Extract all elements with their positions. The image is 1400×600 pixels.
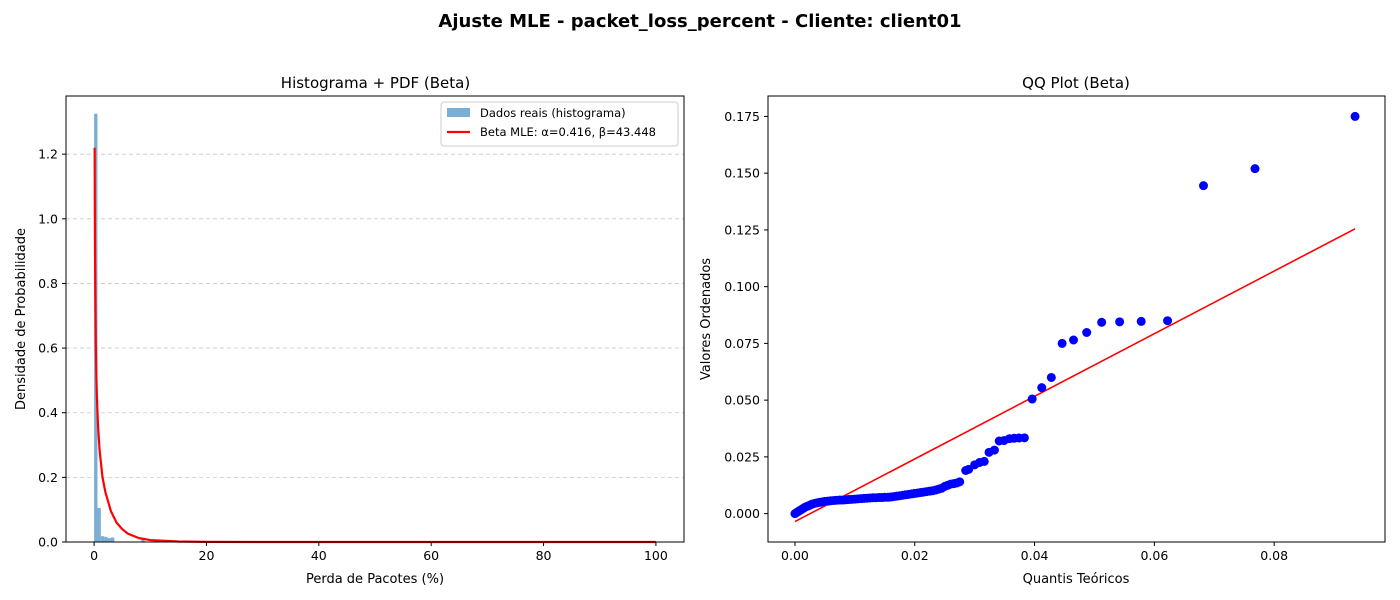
- qq-fit-line: [794, 228, 1356, 523]
- qq-point: [1136, 316, 1146, 326]
- histogram-x-tick-label: 100: [644, 548, 668, 563]
- qq-x-tick-label: 0.04: [1021, 548, 1049, 563]
- qq-y-tick-label: 0.050: [724, 393, 760, 408]
- qq-point: [1027, 394, 1037, 404]
- qq-x-ticks: 0.00 0.02 0.04 0.06 0.08: [781, 542, 1288, 563]
- qq-x-axis-label: Quantis Teóricos: [1023, 572, 1130, 587]
- qq-point: [1198, 181, 1208, 191]
- histogram-bar: [100, 536, 105, 542]
- histogram-x-tick-label: 80: [536, 548, 552, 563]
- qq-point: [1046, 372, 1056, 382]
- qq-point: [1057, 338, 1067, 348]
- qq-points: [790, 111, 1360, 519]
- beta-pdf-line: [93, 147, 656, 544]
- histogram-x-tick-label: 40: [311, 548, 327, 563]
- qq-x-tick-label: 0.02: [901, 548, 929, 563]
- qq-point: [1082, 328, 1092, 338]
- qq-point: [1163, 316, 1173, 326]
- qq-y-axis-label: Valores Ordenados: [699, 258, 714, 380]
- histogram-x-tick-label: 60: [423, 548, 439, 563]
- legend-histogram-swatch: [447, 108, 470, 117]
- legend-pdf-label: Beta MLE: α=0.416, β=43.448: [480, 125, 656, 139]
- qq-point: [1069, 335, 1079, 345]
- histogram-bar: [110, 537, 115, 542]
- qq-point: [1037, 383, 1047, 393]
- qq-y-tick-label: 0.125: [724, 222, 760, 237]
- histogram-x-ticks: 0 20 40 60 80 100: [90, 542, 668, 563]
- histogram-legend: Dados reais (histograma) Beta MLE: α=0.4…: [440, 101, 679, 147]
- histogram-y-tick-label: 1.0: [38, 211, 58, 226]
- histogram-chart: Histograma + PDF (Beta) 0 20 40 60 80 100 0.0…: [14, 74, 685, 587]
- histogram-x-tick-label: 0: [90, 548, 98, 563]
- histogram-bar: [107, 538, 111, 542]
- histogram-bar: [141, 538, 145, 542]
- qq-y-tick-label: 0.175: [724, 109, 760, 124]
- histogram-y-tick-label: 0.6: [38, 341, 58, 356]
- qq-y-tick-label: 0.075: [724, 336, 760, 351]
- qq-point: [1097, 317, 1107, 327]
- qq-y-ticks: 0.000 0.025 0.050 0.075 0.100 0.125 0.150 0.175: [724, 109, 768, 521]
- qq-fit-line-group: [794, 228, 1356, 523]
- histogram-bar: [104, 536, 108, 542]
- histogram-chart-title: Histograma + PDF (Beta): [281, 74, 470, 92]
- histogram-x-axis-label: Perda de Pacotes (%): [306, 572, 444, 587]
- qq-y-tick-label: 0.100: [724, 279, 760, 294]
- histogram-y-tick-label: 0.8: [38, 276, 58, 291]
- qq-x-tick-label: 0.08: [1260, 548, 1288, 563]
- qq-y-tick-label: 0.150: [724, 166, 760, 181]
- histogram-y-tick-label: 0.0: [38, 535, 58, 550]
- histogram-y-tick-label: 1.2: [38, 147, 58, 162]
- histogram-y-axis-label: Densidade de Probabilidade: [14, 228, 29, 410]
- qq-y-tick-label: 0.000: [724, 506, 760, 521]
- qq-point: [1250, 164, 1260, 174]
- histogram-plot-frame: [65, 95, 685, 543]
- figure-suptitle: Ajuste MLE - packet_loss_percent - Clien…: [438, 11, 961, 32]
- histogram-y-tick-label: 0.4: [38, 405, 58, 420]
- qq-plot-title: QQ Plot (Beta): [1022, 74, 1130, 92]
- qq-point: [955, 477, 965, 487]
- histogram-bar: [97, 508, 101, 542]
- legend-box: [440, 101, 679, 147]
- qq-x-tick-label: 0.00: [781, 548, 809, 563]
- qq-point: [1019, 433, 1029, 443]
- histogram-grid: [66, 153, 684, 478]
- qq-point: [1350, 111, 1360, 121]
- qq-plot-chart: QQ Plot (Beta) 0.00 0.02 0.04 0.06 0.08 0.00…: [699, 74, 1386, 587]
- histogram-x-tick-label: 20: [199, 548, 215, 563]
- qq-x-tick-label: 0.06: [1140, 548, 1168, 563]
- qq-y-tick-label: 0.025: [724, 449, 760, 464]
- histogram-y-tick-label: 0.2: [38, 470, 58, 485]
- qq-point: [989, 445, 999, 455]
- qq-point: [979, 456, 989, 466]
- beta-pdf-line-group: [93, 147, 656, 544]
- qq-point: [1115, 317, 1125, 327]
- qq-plot-frame: [767, 95, 1386, 543]
- legend-histogram-label: Dados reais (histograma): [480, 106, 626, 120]
- histogram-y-ticks: 0.0 0.2 0.4 0.6 0.8 1.0 1.2: [38, 147, 66, 550]
